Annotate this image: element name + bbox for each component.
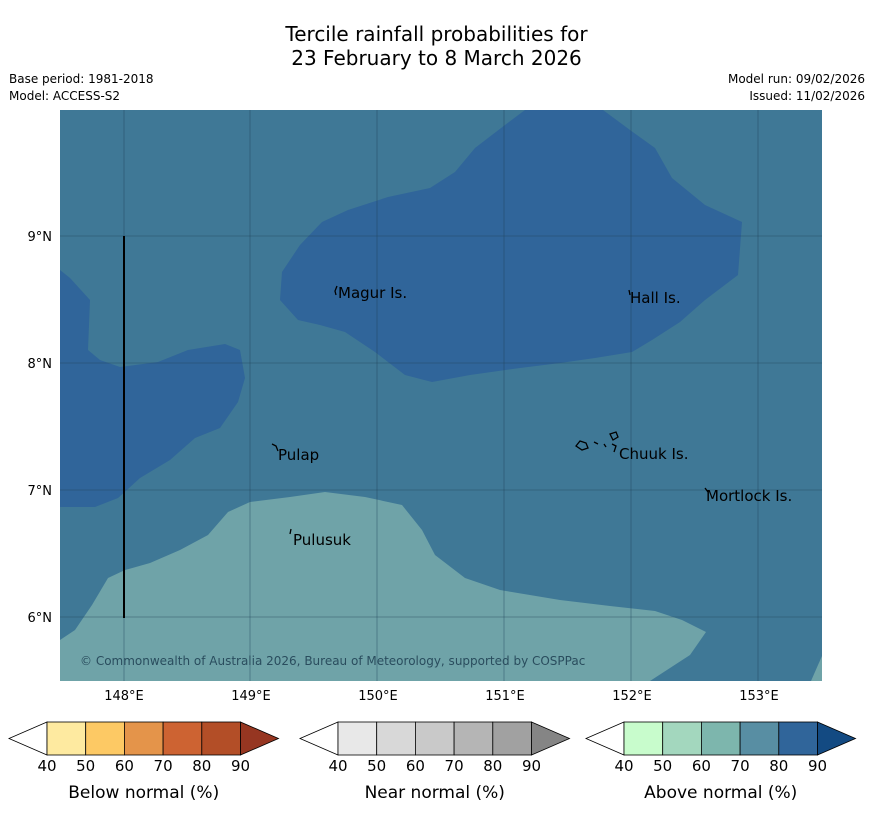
region-above-60-east-sliver	[811, 656, 822, 681]
near-legend-swatch-4	[453, 721, 494, 756]
lat-label-6n: 6°N	[28, 611, 53, 626]
lon-label-152e: 152°E	[612, 689, 652, 704]
near-legend-tick: 70	[445, 757, 464, 775]
near-legend-tick: 60	[406, 757, 425, 775]
above-legend-swatch-3	[701, 721, 741, 756]
title-line-1: Tercile rainfall probabilities for	[285, 22, 588, 46]
below-legend-swatch-2	[85, 721, 125, 756]
above-legend-tick: 50	[653, 757, 672, 775]
below-legend-tick: 80	[192, 757, 211, 775]
pulusuk-island-shape	[289, 528, 292, 535]
place-label-magur: Magur Is.	[338, 284, 407, 302]
above-legend-tick: 70	[731, 757, 750, 775]
near-legend-upper-extend	[531, 721, 571, 756]
lon-label-151e: 151°E	[485, 689, 525, 704]
region-above-60-south	[60, 492, 706, 681]
place-label-chuuk: Chuuk Is.	[619, 445, 688, 463]
chart-title: Tercile rainfall probabilities for 23 Fe…	[0, 22, 873, 70]
chuuk-island-shapes	[575, 431, 619, 453]
below-legend-swatch-5	[201, 721, 241, 756]
copyright-notice: © Commonwealth of Australia 2026, Bureau…	[80, 654, 585, 668]
above-legend-tick: 80	[769, 757, 788, 775]
legend-near-normal: 40 50 60 70 80 90 Near normal (%)	[298, 721, 571, 803]
lon-label-150e: 150°E	[358, 689, 398, 704]
legend-above-normal: 40 50 60 70 80 90 Above normal (%)	[584, 721, 857, 803]
below-legend-title: Below normal (%)	[68, 783, 219, 803]
near-legend-tick: 90	[522, 757, 541, 775]
above-legend-tick: 90	[808, 757, 827, 775]
above-legend-swatch-5	[778, 721, 818, 756]
near-legend-swatch-1	[337, 721, 378, 756]
below-legend-tick: 50	[76, 757, 95, 775]
near-legend-title: Near normal (%)	[365, 783, 505, 803]
legend-below-normal: 40 50 60 70 80 90 Below normal (%)	[7, 721, 280, 803]
near-legend-swatch-5	[492, 721, 532, 756]
below-legend-swatch-1	[46, 721, 87, 756]
magur-island-shape	[334, 285, 338, 296]
near-legend-tick: 40	[328, 757, 347, 775]
above-legend-tick: 40	[614, 757, 633, 775]
near-legend-tick: 80	[483, 757, 502, 775]
below-legend-tick: 40	[37, 757, 56, 775]
model-run: Model run: 09/02/2026	[727, 72, 865, 86]
below-legend-upper-extend	[240, 721, 280, 756]
lon-label-148e: 148°E	[104, 689, 144, 704]
below-legend-swatch-3	[124, 721, 164, 756]
near-legend-lower-extend	[298, 721, 339, 756]
near-legend-swatch-2	[376, 721, 416, 756]
below-legend-tick: 70	[154, 757, 173, 775]
near-legend-swatch-3	[414, 721, 455, 756]
pulap-island-shape	[271, 443, 279, 452]
meta-left: Base period: 1981-2018 Model: ACCESS-S2	[9, 71, 154, 105]
issued-date: Issued: 11/02/2026	[749, 89, 865, 103]
hall-island-shape	[628, 289, 631, 296]
above-legend-swatch-1	[623, 721, 664, 756]
above-legend-title: Above normal (%)	[644, 783, 797, 803]
near-legend-tick: 50	[367, 757, 386, 775]
island-outlines	[271, 285, 709, 535]
graticule	[60, 110, 822, 681]
mortlock-island-shape	[704, 487, 709, 493]
lat-label-7n: 7°N	[28, 484, 53, 499]
lon-label-149e: 149°E	[231, 689, 271, 704]
above-legend-swatch-2	[662, 721, 702, 756]
title-line-2: 23 February to 8 March 2026	[291, 46, 582, 70]
above-legend-upper-extend	[817, 721, 857, 756]
place-label-hall: Hall Is.	[630, 289, 681, 307]
below-legend-swatch-4	[162, 721, 203, 756]
base-period: Base period: 1981-2018	[9, 72, 154, 86]
above-legend-lower-extend	[584, 721, 625, 756]
place-label-pulusuk: Pulusuk	[293, 531, 351, 549]
below-legend-lower-extend	[7, 721, 48, 756]
model-name: Model: ACCESS-S2	[9, 89, 121, 103]
above-legend-tick: 60	[692, 757, 711, 775]
lat-label-8n: 8°N	[28, 357, 53, 372]
lon-label-153e: 153°E	[739, 689, 779, 704]
lat-label-9n: 9°N	[28, 230, 53, 245]
above-legend-swatch-4	[739, 721, 780, 756]
region-above-80-north	[280, 110, 742, 382]
meta-right: Model run: 09/02/2026 Issued: 11/02/2026	[728, 71, 865, 105]
below-legend-tick: 90	[231, 757, 250, 775]
place-label-mortlock: Mortlock Is.	[706, 487, 792, 505]
place-label-pulap: Pulap	[278, 446, 319, 464]
below-legend-tick: 60	[115, 757, 134, 775]
region-above-80-west	[60, 270, 245, 507]
